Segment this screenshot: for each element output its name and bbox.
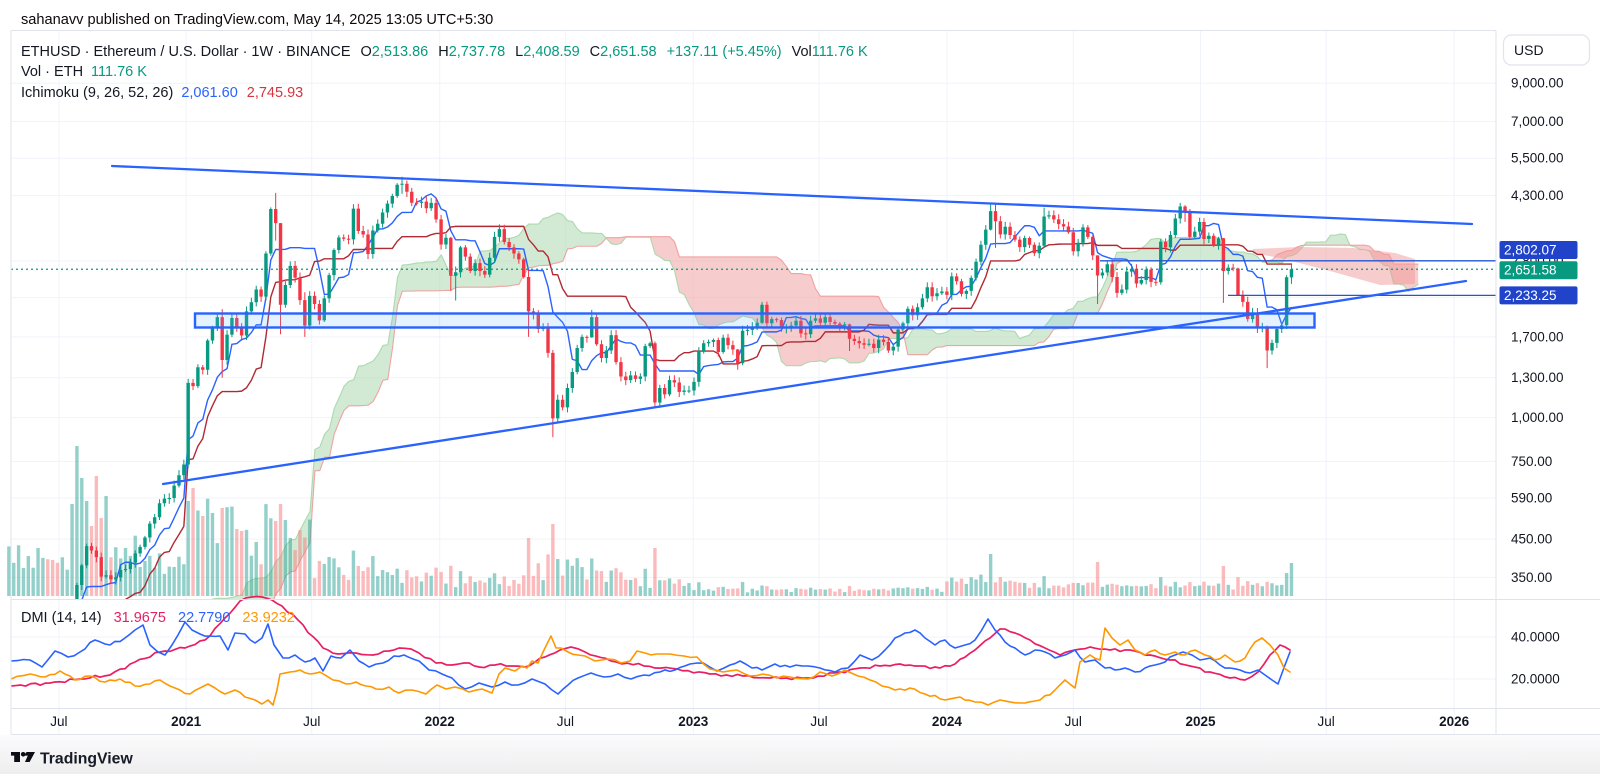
svg-text:20.0000: 20.0000: [1511, 672, 1560, 687]
svg-text:2,745.93: 2,745.93: [247, 85, 303, 101]
svg-text:H: H: [438, 44, 448, 60]
svg-text:23.9232: 23.9232: [242, 610, 294, 626]
svg-text:2025: 2025: [1185, 714, 1216, 729]
svg-text:USD: USD: [1514, 42, 1544, 58]
svg-text:Jul: Jul: [303, 714, 320, 729]
svg-text:750.00: 750.00: [1511, 454, 1552, 469]
svg-text:2,061.60: 2,061.60: [181, 85, 237, 101]
svg-text:7,000.00: 7,000.00: [1511, 114, 1564, 129]
svg-text:Vol · ETH: Vol · ETH: [21, 64, 83, 80]
svg-text:2,233.25: 2,233.25: [1504, 288, 1557, 303]
svg-text:111.76 K: 111.76 K: [812, 44, 868, 60]
svg-text:2,802.07: 2,802.07: [1504, 243, 1557, 258]
svg-text:590.00: 590.00: [1511, 490, 1552, 505]
svg-text:2023: 2023: [678, 714, 709, 729]
svg-text:2,737.78: 2,737.78: [449, 44, 505, 60]
svg-text:1,700.00: 1,700.00: [1511, 329, 1564, 344]
svg-text:350.00: 350.00: [1511, 570, 1552, 585]
svg-text:31.9675: 31.9675: [114, 610, 166, 626]
svg-text:5,500.00: 5,500.00: [1511, 151, 1564, 166]
svg-text:2022: 2022: [425, 714, 455, 729]
svg-text:Jul: Jul: [50, 714, 67, 729]
svg-text:111.76 K: 111.76 K: [91, 64, 147, 80]
svg-text:Vol: Vol: [792, 44, 812, 60]
svg-text:2,651.58: 2,651.58: [600, 44, 656, 60]
svg-text:+137.11 (+5.45%): +137.11 (+5.45%): [667, 44, 782, 60]
svg-text:4,300.00: 4,300.00: [1511, 188, 1564, 203]
svg-text:Jul: Jul: [810, 714, 827, 729]
svg-text:TradingView: TradingView: [40, 751, 133, 768]
svg-text:2026: 2026: [1439, 714, 1470, 729]
svg-text:2,408.59: 2,408.59: [523, 44, 579, 60]
svg-text:1,000.00: 1,000.00: [1511, 410, 1564, 425]
svg-text:40.0000: 40.0000: [1511, 630, 1560, 645]
svg-text:450.00: 450.00: [1511, 532, 1552, 547]
svg-text:DMI (14, 14): DMI (14, 14): [21, 610, 102, 626]
svg-text:22.7790: 22.7790: [178, 610, 230, 626]
svg-text:C: C: [590, 44, 600, 60]
svg-text:Jul: Jul: [1318, 714, 1335, 729]
svg-text:Ichimoku (9, 26, 52, 26): Ichimoku (9, 26, 52, 26): [21, 85, 173, 101]
svg-text:2024: 2024: [932, 714, 963, 729]
svg-text:ETHUSD · Ethereum / U.S. Dolla: ETHUSD · Ethereum / U.S. Dollar · 1W · B…: [21, 44, 351, 60]
svg-text:9,000.00: 9,000.00: [1511, 76, 1564, 91]
svg-text:2,513.86: 2,513.86: [372, 44, 428, 60]
svg-text:sahanavv published on TradingV: sahanavv published on TradingView.com, M…: [21, 12, 493, 28]
svg-text:L: L: [515, 44, 523, 60]
svg-text:Jul: Jul: [557, 714, 574, 729]
svg-text:Jul: Jul: [1065, 714, 1082, 729]
svg-text:2,651.58: 2,651.58: [1504, 263, 1557, 278]
svg-text:2021: 2021: [171, 714, 202, 729]
svg-text:O: O: [361, 44, 372, 60]
svg-text:1,300.00: 1,300.00: [1511, 370, 1564, 385]
